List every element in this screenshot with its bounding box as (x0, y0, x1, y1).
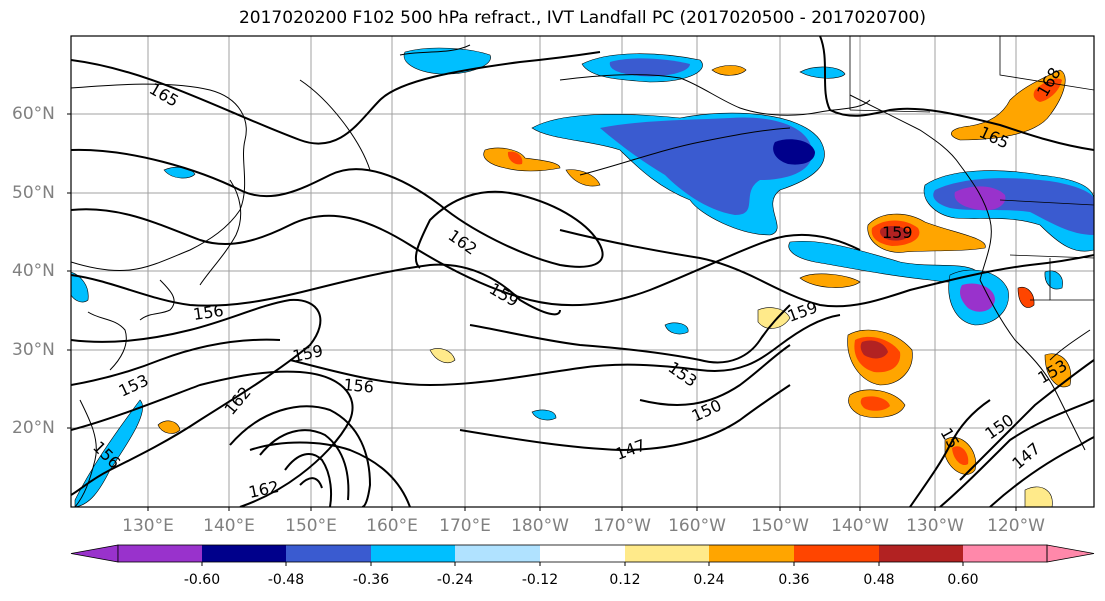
gridlines (71, 36, 1094, 507)
shade-aleutian-mid (600, 117, 813, 215)
contour-tight-1 (229, 405, 372, 507)
lon-label-120w: 120°W (987, 516, 1045, 536)
axis-ticks (67, 113, 1017, 511)
contour-153-b (469, 304, 791, 364)
lon-label-130e: 130°E (122, 516, 174, 536)
shade-gulf-core (879, 226, 910, 241)
contour-tight-4 (299, 477, 323, 489)
lon-label-160e: 160°E (366, 516, 418, 536)
contour-150-c (939, 399, 1094, 507)
contour-tight-2 (259, 429, 350, 501)
contour-165-b (819, 36, 1094, 151)
lon-label-180w: 180°W (511, 516, 569, 536)
shade-midpac-small (664, 322, 689, 335)
contour-150-a (71, 370, 354, 507)
shade-se-red (952, 446, 969, 466)
contour-147-b (459, 384, 791, 452)
chart-title: 2017020200 F102 500 hPa refract., IVT La… (238, 8, 926, 28)
shade-arctic-west (403, 47, 491, 75)
contour-153-c (959, 359, 1094, 481)
contour-east-150 (909, 399, 991, 507)
lat-label-40n: 40°N (12, 261, 55, 281)
shade-south-small (531, 409, 557, 421)
contour-156-b (289, 314, 841, 387)
lon-label-150e: 150°E (285, 516, 337, 536)
colorbar-tick-label: -0.60 (183, 572, 221, 588)
colorbar-tick-label: 0.12 (609, 572, 641, 588)
shade-south-core (860, 396, 890, 411)
negative-anomaly-shading (71, 47, 1094, 507)
shade-west-orange (157, 420, 181, 434)
contour-147-c (989, 436, 1094, 507)
contour-162-a (71, 148, 604, 269)
lon-label-170e: 170°E (439, 516, 491, 536)
shade-small-yellow (429, 348, 456, 363)
positive-anomaly-shading (157, 65, 1072, 507)
shade-nw-red (507, 151, 523, 165)
colorbar-tick-label: -0.12 (521, 572, 559, 588)
shade-canada-red (1033, 78, 1062, 102)
shade-aleut-orange (565, 169, 601, 187)
shade-pnw-core (954, 186, 1006, 211)
shade-arctic-mid (799, 66, 846, 79)
contour-label: 156 (192, 301, 225, 324)
colorbar-tick-label: 0.36 (778, 572, 810, 588)
colorbar-tick-label: -0.36 (352, 572, 390, 588)
contour-165-a (71, 51, 601, 145)
lon-label-140w: 140°W (831, 516, 889, 536)
contour-150-b (639, 344, 791, 406)
contour-159-a (71, 263, 561, 316)
lon-label-160w: 160°W (668, 516, 726, 536)
contours (71, 36, 1094, 507)
contour-label: 156 (343, 375, 375, 397)
contour-156-a (71, 298, 322, 496)
coastlines (71, 44, 1091, 507)
lat-label-50n: 50°N (12, 183, 55, 203)
lat-label-60n: 60°N (12, 104, 55, 124)
contour-label: 159 (882, 223, 913, 242)
shade-california-core (960, 283, 995, 312)
lon-label-130w: 130°W (906, 516, 964, 536)
contour-153-a (71, 338, 281, 386)
shade-se-corner (1024, 486, 1053, 507)
lat-label-30n: 30°N (12, 340, 55, 360)
shade-bering-north-mid (609, 58, 690, 77)
colorbar-tick-label: 0.60 (947, 572, 979, 588)
contour-159-b (559, 229, 1094, 308)
contour-162-b (71, 208, 861, 307)
shade-arctic-orange (711, 65, 747, 76)
colorbar-tick-label: -0.24 (436, 572, 474, 588)
colorbar-tick-label: 0.48 (863, 572, 895, 588)
shade-japan-small (163, 166, 196, 179)
shade-hawaii-core (860, 340, 888, 359)
contour-147-a (249, 441, 411, 507)
shade-oregon (1017, 287, 1035, 308)
lon-label-170w: 170°W (593, 516, 651, 536)
shade-mid-orange (799, 273, 861, 288)
colorbar-tick-label: -0.48 (267, 572, 305, 588)
contour-tight-3 (284, 453, 332, 507)
shade-east-small (1044, 270, 1063, 290)
shade-aleutian-core (773, 139, 815, 165)
lon-label-150w: 150°W (751, 516, 809, 536)
lat-label-20n: 20°N (12, 418, 55, 438)
shade-canada-orange (950, 69, 1066, 141)
lon-label-140e: 140°E (203, 516, 255, 536)
colorbar-tick-label: 0.24 (693, 572, 725, 588)
